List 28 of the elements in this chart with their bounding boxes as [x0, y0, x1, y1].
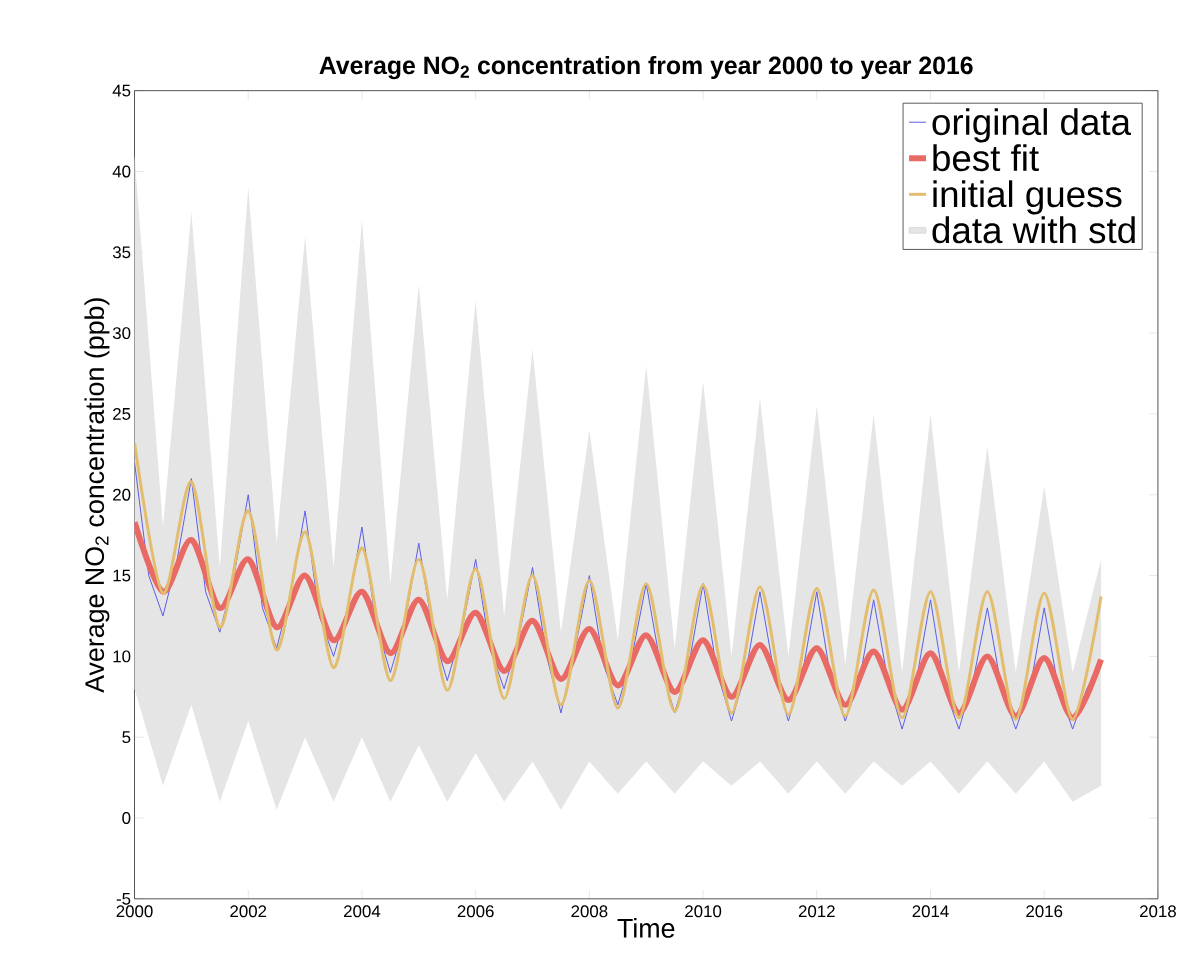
x-tick-label: 2012 — [798, 905, 835, 918]
y-tick-label: 20 — [113, 488, 131, 501]
y-tick-label: 15 — [113, 569, 131, 582]
x-tick-label: 2002 — [230, 905, 267, 918]
x-tick-label: 2018 — [1140, 905, 1176, 918]
y-tick-label: 0 — [122, 812, 131, 825]
y-tick-label: 40 — [112, 165, 131, 178]
y-tick-label: 5 — [122, 731, 131, 744]
legend-label: data with std — [932, 216, 1135, 244]
legend-label: initial guess — [933, 180, 1122, 215]
y-tick-label: 45 — [112, 84, 131, 97]
x-tick-label: 2008 — [571, 905, 608, 918]
x-tick-label: 2010 — [685, 905, 722, 918]
chart-title: Average NO$_{2}$ concentration from year 2000 to year 2016 — [319, 56, 973, 80]
y-tick-label: -5 — [116, 893, 131, 905]
x-tick-label: 2004 — [344, 905, 381, 918]
legend-label: best fit — [933, 144, 1039, 172]
y-tick-label: 35 — [112, 246, 131, 259]
y-tick-label: 10 — [113, 650, 131, 663]
x-tick-label: 2016 — [1026, 905, 1063, 918]
legend-label: original data — [932, 108, 1132, 143]
y-axis-title: Average NO$_{2}$ concentration (ppb) — [84, 298, 110, 694]
x-tick-label: 2006 — [457, 905, 494, 918]
y-tick-label: 25 — [113, 408, 131, 421]
x-axis-title: Time — [617, 918, 675, 939]
x-tick-label: 2000 — [116, 905, 153, 918]
x-tick-label: 2014 — [912, 905, 949, 918]
y-tick-label: 30 — [112, 327, 131, 340]
